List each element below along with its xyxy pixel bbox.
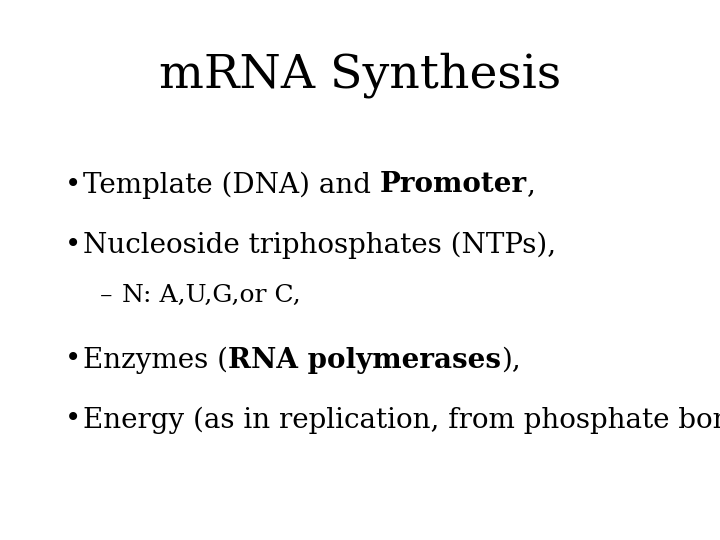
Text: N: A,U,G,or C,: N: A,U,G,or C, <box>114 284 301 307</box>
Text: Nucleoside triphosphates (NTPs),: Nucleoside triphosphates (NTPs), <box>84 231 557 259</box>
Text: Energy (as in replication, from phosphate bonds).: Energy (as in replication, from phosphat… <box>84 406 720 434</box>
Text: •: • <box>65 232 81 259</box>
Text: –: – <box>100 284 112 307</box>
Text: •: • <box>65 407 81 434</box>
Text: •: • <box>65 347 81 374</box>
Text: RNA polymerases: RNA polymerases <box>228 347 501 374</box>
Text: mRNA Synthesis: mRNA Synthesis <box>159 52 561 98</box>
Text: Enzymes (: Enzymes ( <box>84 346 228 374</box>
Text: •: • <box>65 172 81 199</box>
Text: Promoter: Promoter <box>380 172 527 199</box>
Text: ,: , <box>527 172 536 199</box>
Text: ),: ), <box>501 347 521 374</box>
Text: Template (DNA) and: Template (DNA) and <box>84 171 380 199</box>
